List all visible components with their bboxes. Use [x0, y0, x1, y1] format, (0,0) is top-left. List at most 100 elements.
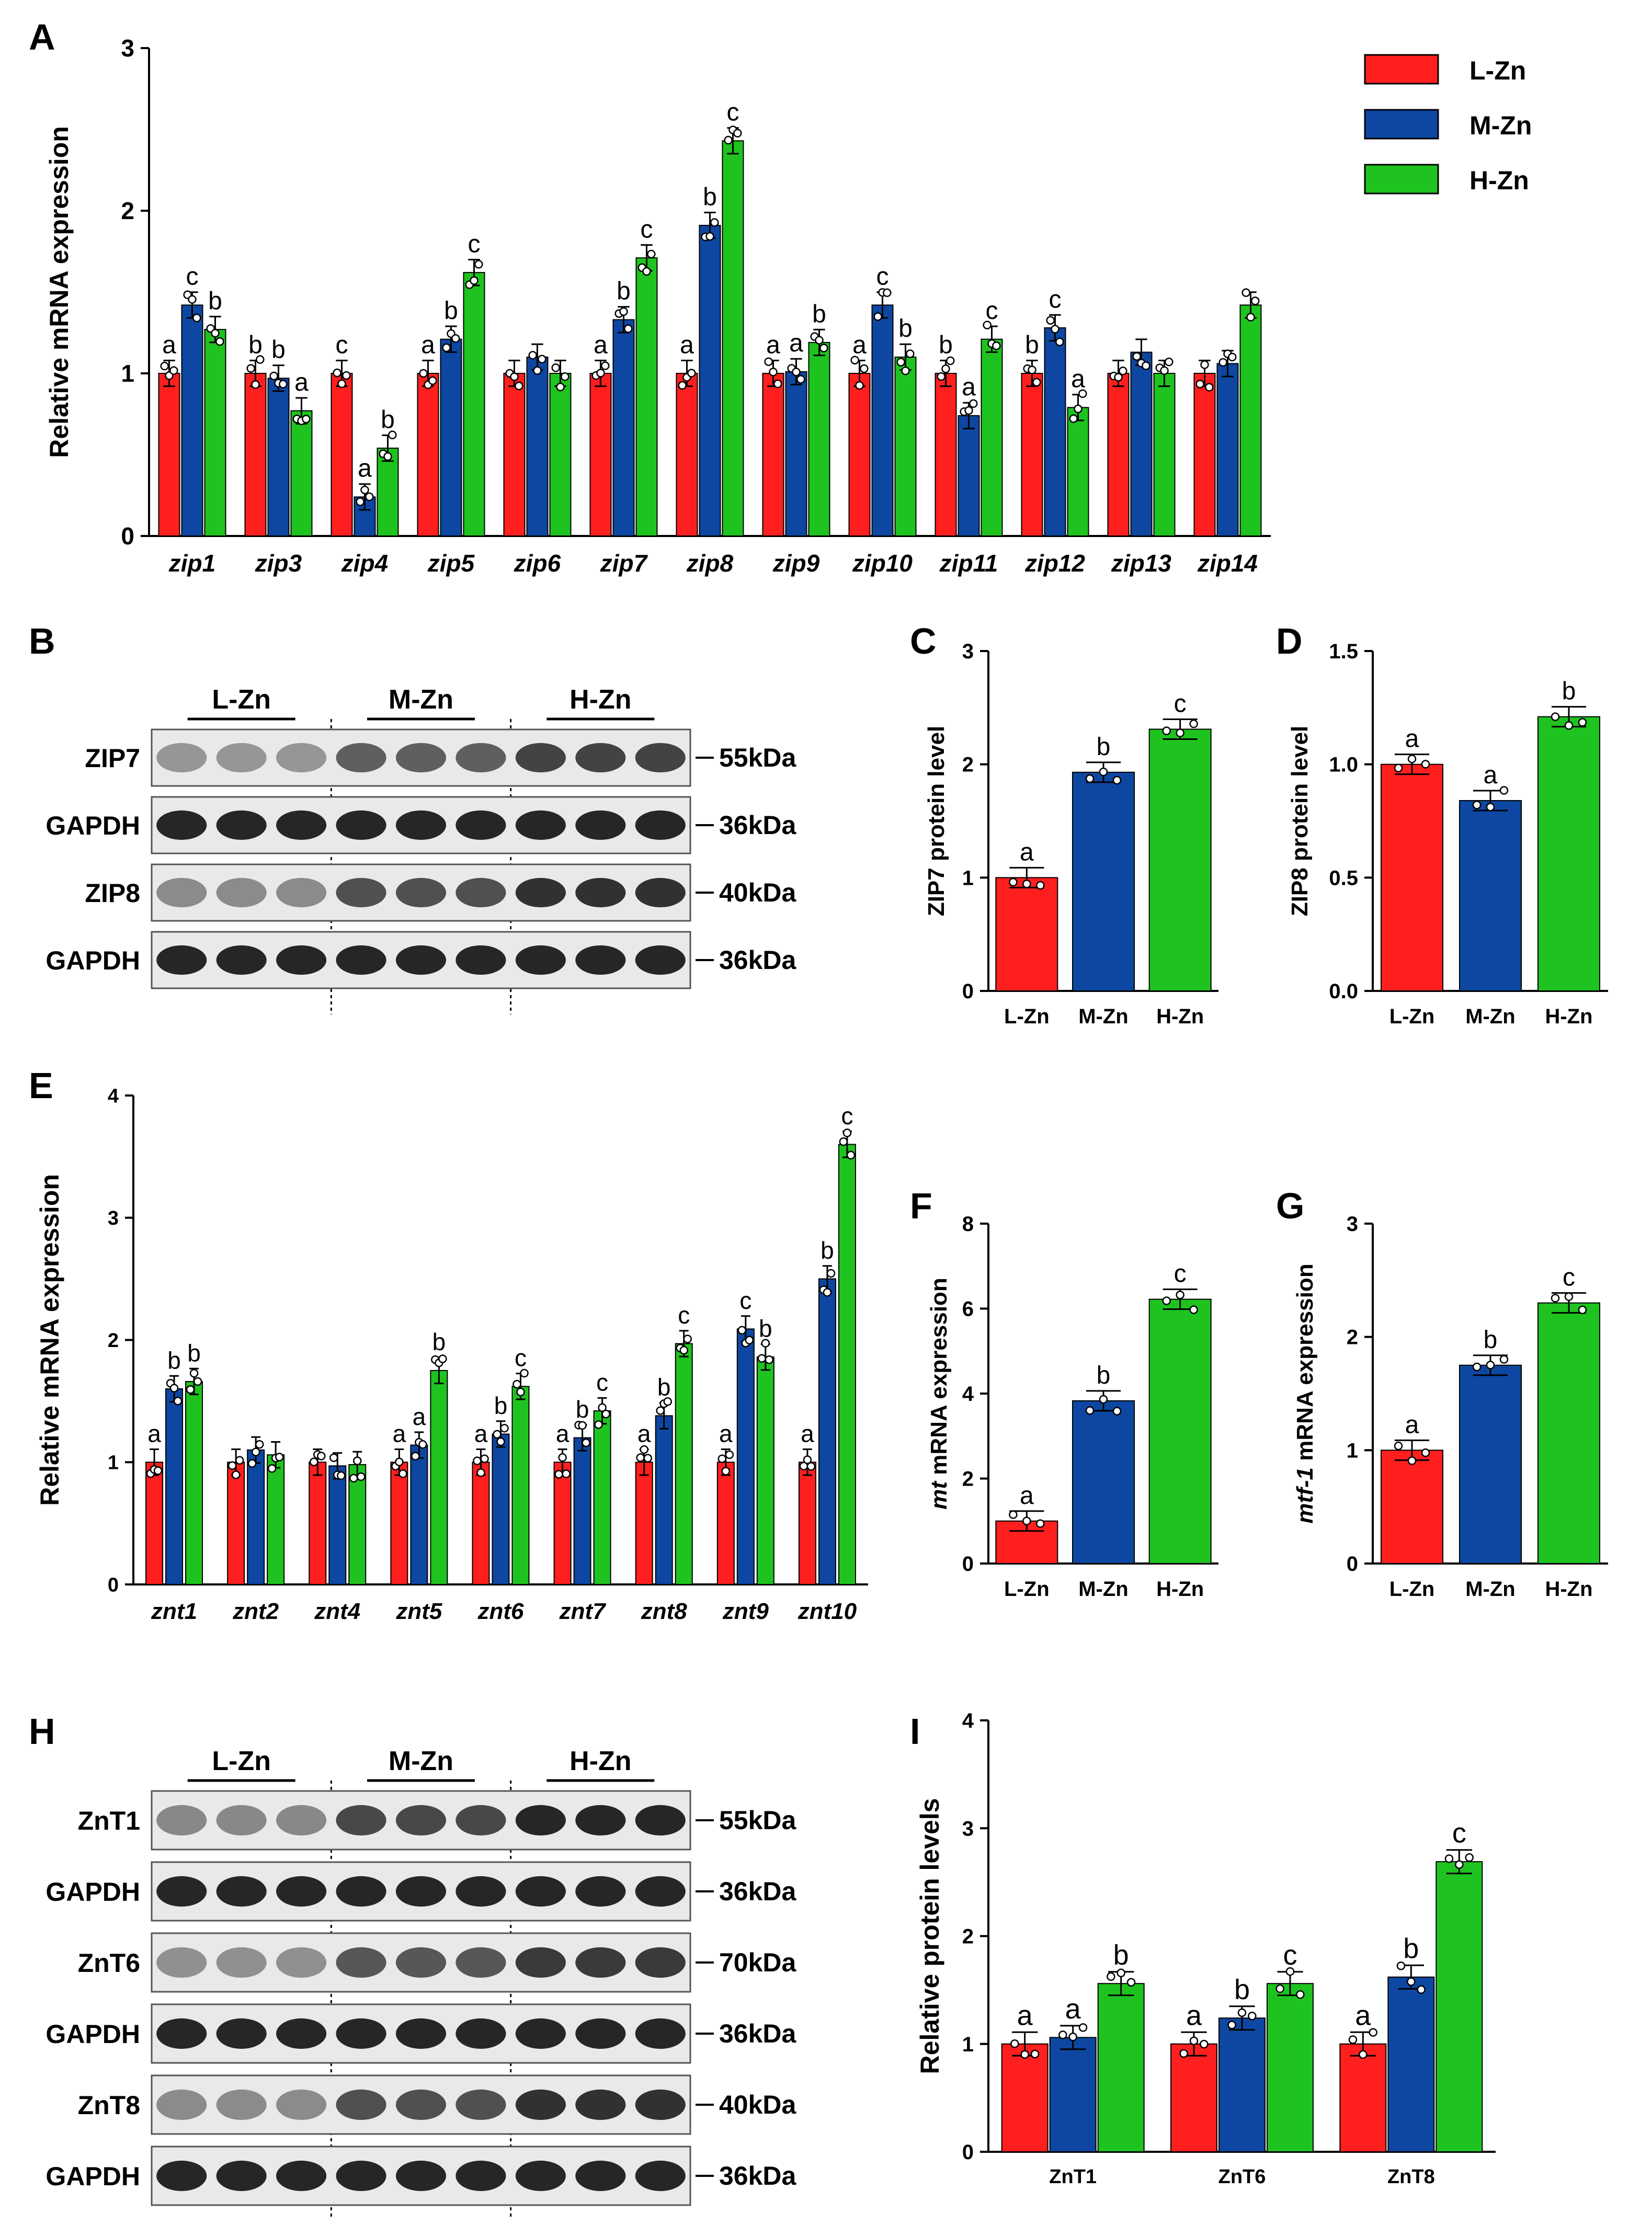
- significance-letter: c: [876, 263, 889, 291]
- panel-label-h: H: [29, 1711, 55, 1752]
- blot-band: [276, 945, 327, 975]
- blot-band: [216, 743, 267, 773]
- category-label: zip11: [939, 550, 998, 577]
- data-point: [1578, 718, 1587, 727]
- blot-band: [336, 2018, 386, 2049]
- data-point: [1394, 763, 1403, 772]
- blot-band: [455, 2018, 506, 2049]
- bar: [1148, 1298, 1212, 1564]
- data-point: [1126, 1978, 1136, 1987]
- data-point: [1465, 1853, 1474, 1862]
- data-point: [594, 1420, 603, 1429]
- significance-letter: b: [1113, 1939, 1129, 1971]
- bar: [1267, 1983, 1314, 2152]
- significance-letter: c: [678, 1302, 690, 1329]
- data-point: [474, 260, 483, 269]
- data-point: [1116, 1968, 1125, 1978]
- significance-letter: b: [1025, 331, 1039, 359]
- data-point: [860, 364, 869, 373]
- significance-letter: b: [187, 1339, 201, 1366]
- data-point: [1396, 1961, 1406, 1970]
- bar: [722, 140, 744, 537]
- category-label: zip5: [427, 550, 475, 577]
- blot-band: [156, 877, 207, 908]
- data-point: [1051, 325, 1059, 334]
- significance-letter: a: [294, 369, 309, 396]
- blot-band: [515, 2089, 566, 2120]
- data-point: [1107, 1972, 1115, 1981]
- category-label: zip4: [341, 550, 388, 577]
- data-point: [227, 1461, 237, 1470]
- significance-letter: a: [556, 1420, 569, 1447]
- y-tick-label: 3: [962, 640, 974, 663]
- blot-group-label: M-Zn: [389, 1746, 453, 1776]
- data-point: [1218, 358, 1227, 367]
- significance-letter: a: [719, 1420, 733, 1447]
- significance-letter: a: [1017, 2000, 1033, 2031]
- data-point: [1009, 877, 1018, 887]
- data-point: [1162, 726, 1171, 735]
- significance-letter: c: [739, 1287, 751, 1314]
- panel-label-g: G: [1276, 1185, 1304, 1226]
- data-point: [186, 1385, 195, 1394]
- blot-group-label: L-Zn: [212, 684, 271, 715]
- blot-band: [156, 1805, 207, 1836]
- blot-band: [395, 877, 447, 908]
- blot-marker-label: 36kDa: [719, 945, 797, 975]
- data-point: [247, 1459, 257, 1468]
- blot-band: [635, 2160, 686, 2192]
- significance-letter: a: [637, 1420, 651, 1447]
- blot-band: [455, 877, 506, 908]
- category-label: H-Zn: [1156, 1578, 1204, 1601]
- blot-marker-label: 40kDa: [719, 2090, 797, 2119]
- data-point: [1078, 2023, 1088, 2032]
- bar: [1107, 373, 1130, 537]
- data-point: [561, 372, 569, 381]
- significance-letter: c: [841, 1102, 853, 1129]
- significance-letter: a: [393, 1420, 406, 1447]
- data-point: [357, 1472, 366, 1481]
- bar: [655, 1415, 673, 1585]
- data-point: [356, 497, 364, 506]
- bar: [675, 1343, 693, 1585]
- blot-band: [635, 743, 686, 773]
- data-point: [764, 357, 773, 366]
- y-tick-label: 8: [962, 1213, 974, 1236]
- blot-group-label: H-Zn: [569, 1746, 631, 1776]
- data-point: [1009, 1510, 1018, 1519]
- data-point: [1499, 786, 1509, 795]
- blot-band: [276, 743, 327, 773]
- blot-band: [395, 2160, 447, 2192]
- bar: [410, 1444, 428, 1585]
- y-tick-label: 1: [962, 866, 974, 889]
- data-point: [388, 430, 397, 440]
- blot-band: [455, 2089, 506, 2120]
- data-point: [1455, 1860, 1464, 1869]
- data-point: [556, 382, 565, 392]
- y-axis-title: mtf-1 mRNA expression: [1292, 1263, 1318, 1523]
- bar: [612, 319, 635, 537]
- blot-band: [575, 945, 626, 975]
- data-point: [211, 328, 220, 338]
- significance-letter: a: [680, 331, 694, 359]
- data-point: [710, 218, 719, 227]
- bar: [1387, 1976, 1435, 2152]
- data-point: [317, 1452, 326, 1460]
- blot-band: [276, 877, 327, 908]
- data-point: [687, 369, 696, 378]
- y-axis-title: Relative mRNA expression: [35, 1174, 64, 1506]
- significance-letter: a: [358, 455, 372, 483]
- data-point: [1417, 1985, 1426, 1994]
- significance-letter: c: [468, 231, 481, 258]
- data-point: [342, 371, 351, 380]
- bar: [204, 329, 226, 537]
- data-point: [1499, 1355, 1509, 1364]
- category-label: zip10: [852, 550, 913, 577]
- bar: [589, 373, 612, 537]
- data-point: [842, 1128, 852, 1137]
- blot-band: [515, 2160, 566, 2192]
- data-point: [624, 324, 633, 333]
- blot-band: [515, 877, 566, 908]
- bar: [227, 1462, 245, 1585]
- data-point: [1285, 1967, 1295, 1976]
